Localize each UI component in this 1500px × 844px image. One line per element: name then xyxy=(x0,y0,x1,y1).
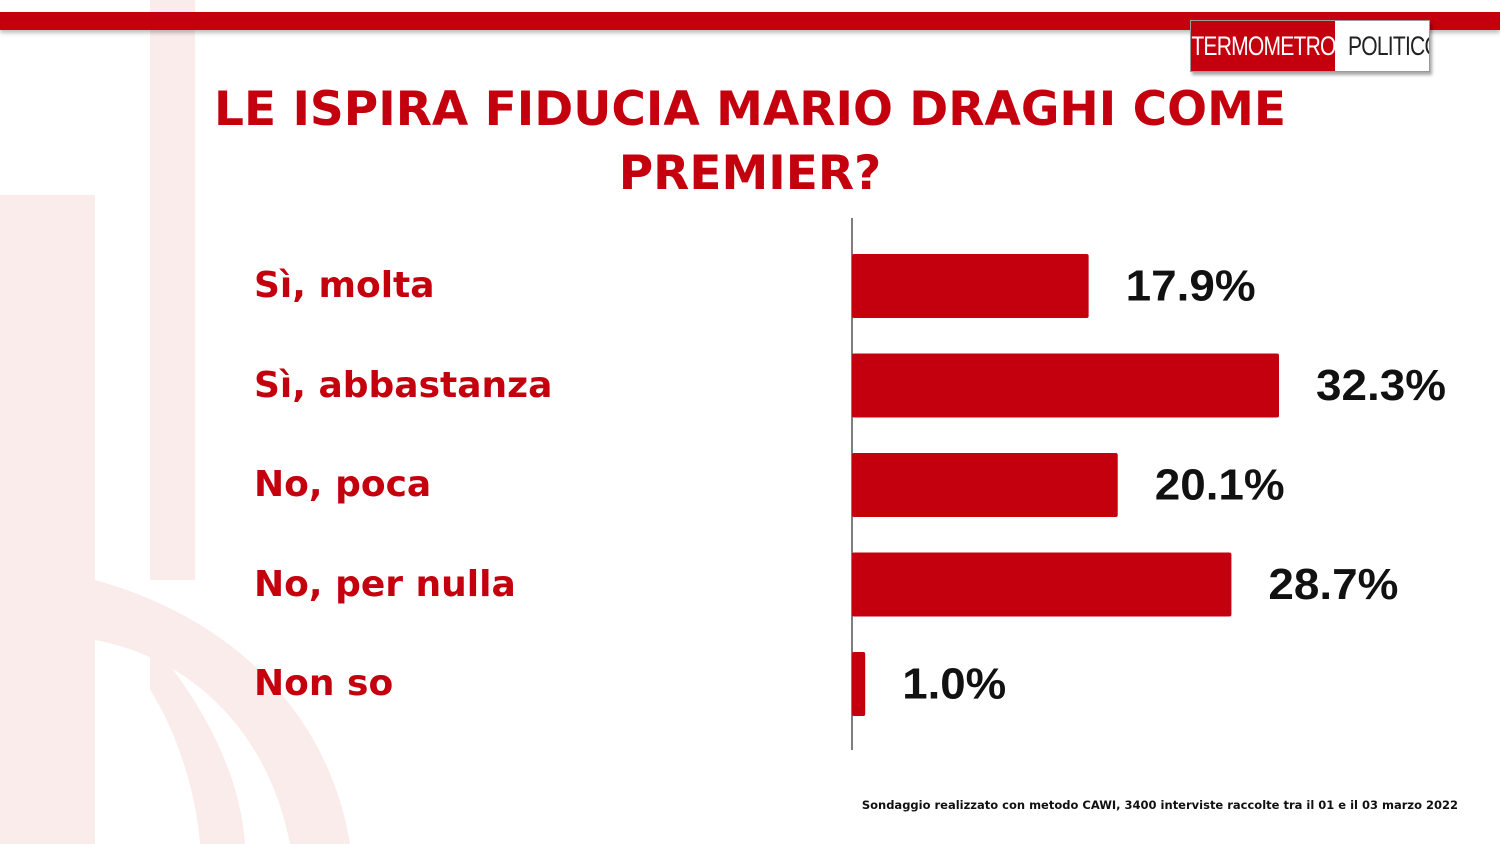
value-label: 28.7% xyxy=(1268,560,1398,609)
category-label: No, per nulla xyxy=(254,563,516,605)
category-label: Sì, molta xyxy=(254,265,435,306)
category-label: Non so xyxy=(254,663,394,704)
logo-part-termometro: TERMOMETRO xyxy=(1191,21,1336,71)
value-label: 20.1% xyxy=(1155,461,1285,510)
category-label: No, poca xyxy=(254,464,432,505)
survey-footnote: Sondaggio realizzato con metodo CAWI, 34… xyxy=(861,798,1458,812)
bar xyxy=(852,453,1118,517)
bar xyxy=(852,353,1279,418)
top-accent-bar xyxy=(0,12,1500,30)
logo-part-politico: POLITICO xyxy=(1347,30,1429,61)
bar xyxy=(852,552,1232,617)
chart-title: LE ISPIRA FIDUCIA MARIO DRAGHI COME PREM… xyxy=(214,82,1286,201)
value-label: 1.0% xyxy=(902,660,1006,709)
value-label: 17.9% xyxy=(1126,262,1256,311)
category-label: Sì, abbastanza xyxy=(254,364,553,406)
bar xyxy=(852,254,1089,318)
brand-logo: TERMOMETRO POLITICO xyxy=(1190,20,1430,72)
bar xyxy=(852,652,866,716)
value-label: 32.3% xyxy=(1316,361,1446,410)
